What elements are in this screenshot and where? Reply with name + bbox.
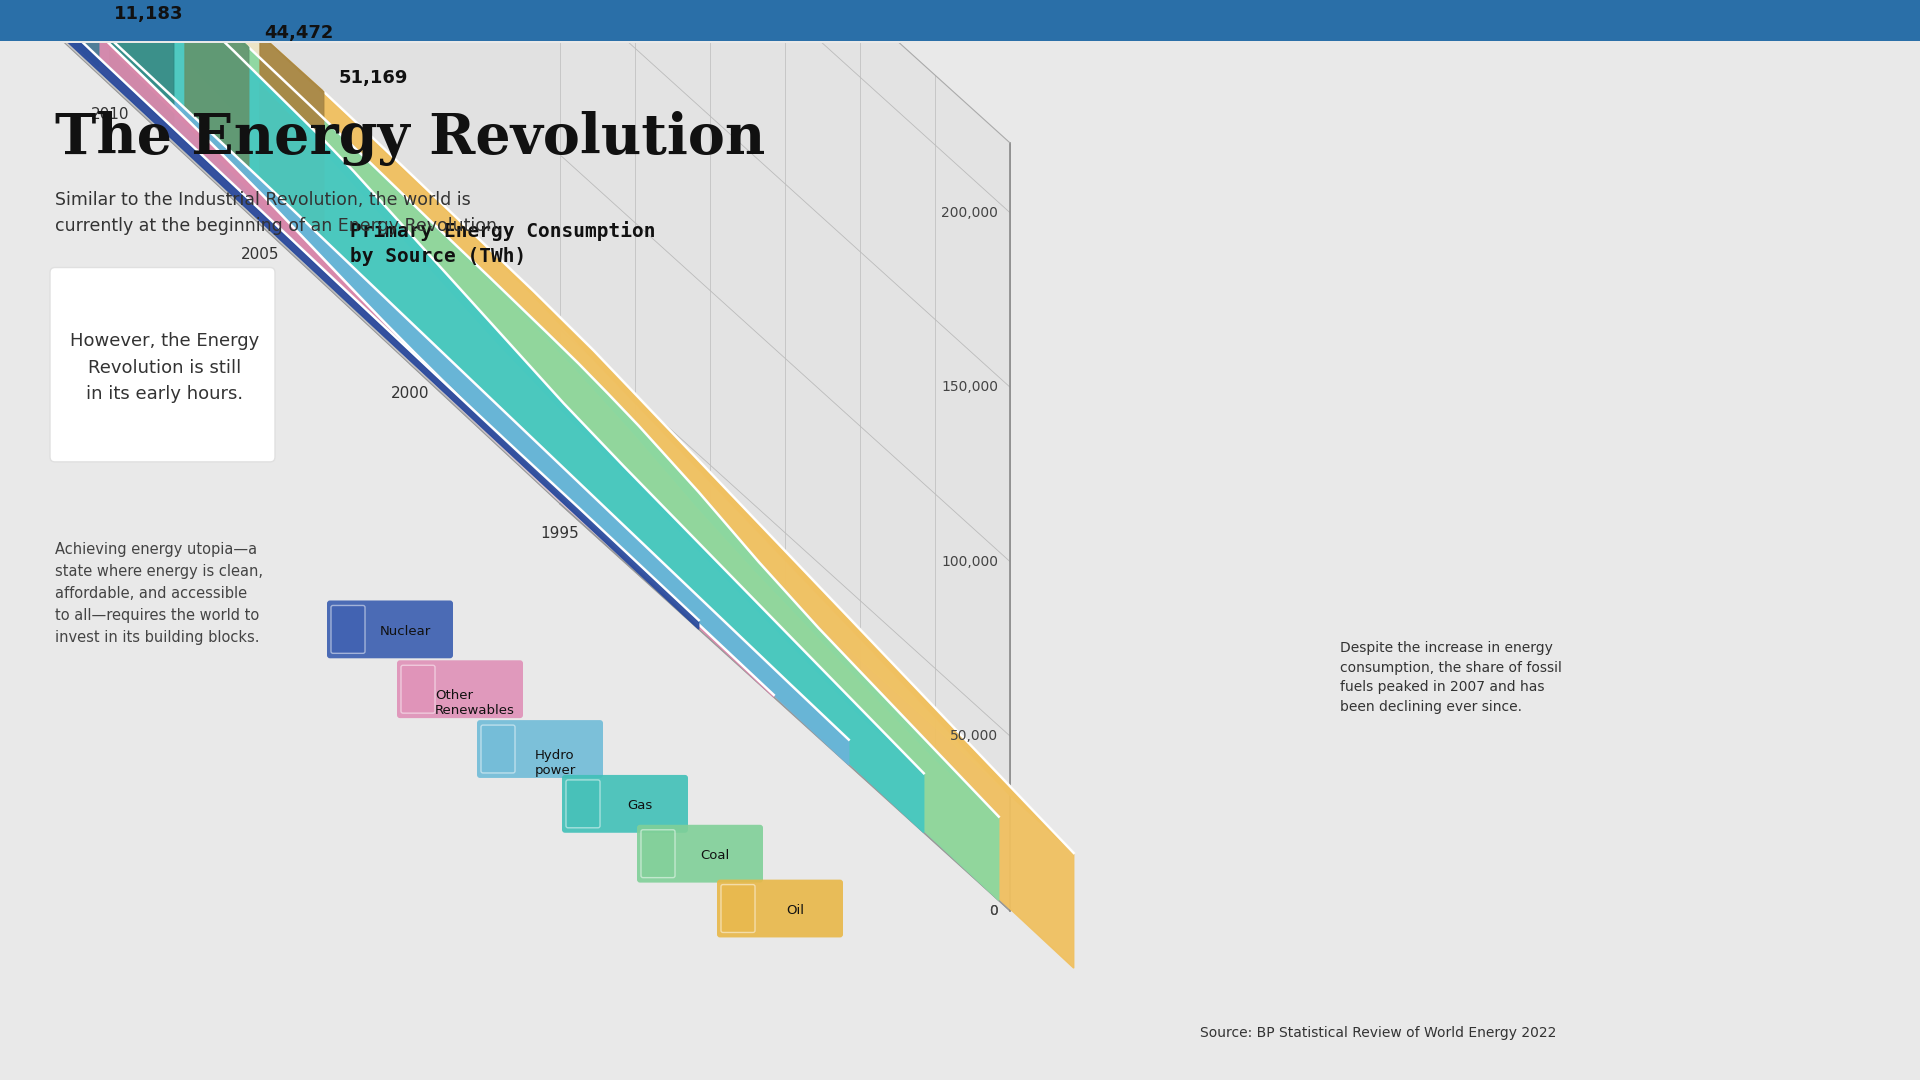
FancyBboxPatch shape xyxy=(566,780,599,827)
Text: Source: BP Statistical Review of World Energy 2022: Source: BP Statistical Review of World E… xyxy=(1200,1026,1557,1040)
FancyBboxPatch shape xyxy=(716,879,843,937)
Text: 51,169: 51,169 xyxy=(338,69,409,86)
Text: 0: 0 xyxy=(989,904,998,918)
Text: Similar to the Industrial Revolution, the world is
currently at the beginning of: Similar to the Industrial Revolution, th… xyxy=(56,191,503,235)
Text: The Energy Revolution: The Energy Revolution xyxy=(56,111,766,166)
FancyBboxPatch shape xyxy=(637,825,762,882)
Text: 150,000: 150,000 xyxy=(941,380,998,394)
Polygon shape xyxy=(0,0,860,716)
Text: Primary Energy Consumption
by Source (TWh): Primary Energy Consumption by Source (TW… xyxy=(349,220,655,266)
FancyBboxPatch shape xyxy=(397,660,522,718)
Polygon shape xyxy=(0,0,699,630)
FancyBboxPatch shape xyxy=(641,829,676,878)
FancyBboxPatch shape xyxy=(401,665,436,713)
Polygon shape xyxy=(0,0,636,563)
Polygon shape xyxy=(0,0,1010,910)
Text: 50,000: 50,000 xyxy=(950,729,998,743)
FancyBboxPatch shape xyxy=(330,606,365,653)
Polygon shape xyxy=(35,0,849,740)
Polygon shape xyxy=(0,0,561,503)
Polygon shape xyxy=(561,0,1010,910)
Polygon shape xyxy=(109,0,173,135)
Polygon shape xyxy=(173,0,924,833)
FancyBboxPatch shape xyxy=(476,720,603,778)
Text: Oil: Oil xyxy=(785,904,804,917)
Text: Hydro
power: Hydro power xyxy=(534,748,576,777)
Polygon shape xyxy=(250,48,998,901)
Polygon shape xyxy=(98,28,849,765)
Polygon shape xyxy=(109,0,924,773)
Text: Achieving energy utopia—a
state where energy is clean,
affordable, and accessibl: Achieving energy utopia—a state where en… xyxy=(56,542,263,646)
Text: 2010: 2010 xyxy=(90,107,129,122)
Text: However, the Energy
Revolution is still
in its early hours.: However, the Energy Revolution is still … xyxy=(71,333,259,403)
Polygon shape xyxy=(0,0,1010,795)
FancyBboxPatch shape xyxy=(482,725,515,773)
Polygon shape xyxy=(184,0,998,816)
Polygon shape xyxy=(35,0,98,67)
Polygon shape xyxy=(0,0,774,694)
Text: 2005: 2005 xyxy=(240,246,278,261)
Polygon shape xyxy=(0,0,710,637)
FancyBboxPatch shape xyxy=(722,885,755,932)
Polygon shape xyxy=(259,35,324,270)
Text: Nuclear: Nuclear xyxy=(380,625,430,638)
Polygon shape xyxy=(324,92,1073,968)
Polygon shape xyxy=(23,0,774,697)
Text: 100,000: 100,000 xyxy=(941,555,998,568)
Text: Gas: Gas xyxy=(628,799,653,812)
Text: 200,000: 200,000 xyxy=(941,205,998,219)
Text: 1995: 1995 xyxy=(541,526,580,541)
Text: 44,472: 44,472 xyxy=(263,25,334,42)
Text: Despite the increase in energy
consumption, the share of fossil
fuels peaked in : Despite the increase in energy consumpti… xyxy=(1340,642,1561,714)
Text: 11,183: 11,183 xyxy=(113,5,182,23)
Polygon shape xyxy=(0,0,785,683)
FancyBboxPatch shape xyxy=(326,600,453,659)
Polygon shape xyxy=(0,0,935,759)
Polygon shape xyxy=(0,0,699,620)
Text: 2000: 2000 xyxy=(392,387,430,401)
Text: Other
Renewables: Other Renewables xyxy=(436,689,515,717)
Text: 0: 0 xyxy=(989,904,998,918)
FancyBboxPatch shape xyxy=(563,775,687,833)
FancyBboxPatch shape xyxy=(50,268,275,462)
Text: Coal: Coal xyxy=(701,849,730,862)
Polygon shape xyxy=(259,35,1073,853)
Polygon shape xyxy=(184,0,250,203)
